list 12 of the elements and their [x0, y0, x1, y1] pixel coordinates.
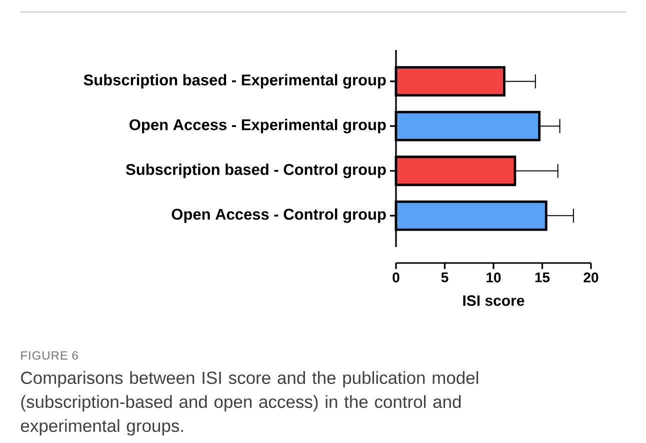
caption: FIGURE 6	[21, 351, 78, 360]
x-tick-label: 5	[441, 272, 448, 282]
x-tick-label: 20	[584, 272, 598, 282]
x-axis-title: ISI score	[463, 295, 524, 306]
y-tick-label: Open Access - Control group	[172, 208, 386, 223]
x-tick-label: 0	[392, 272, 400, 282]
y-tick-label: Subscription based - Experimental group	[84, 74, 386, 89]
y-tick-label: Subscription based - Control group	[126, 164, 386, 178]
x-tick-label: 10	[486, 272, 501, 282]
text: Comparisons between ISI score and the publication model (subscription-based and open access) in the control and experimental groups.	[20, 371, 478, 436]
y-tick-label: Open Access - Experimental group	[130, 118, 386, 134]
x-tick-label: 15	[535, 272, 550, 282]
